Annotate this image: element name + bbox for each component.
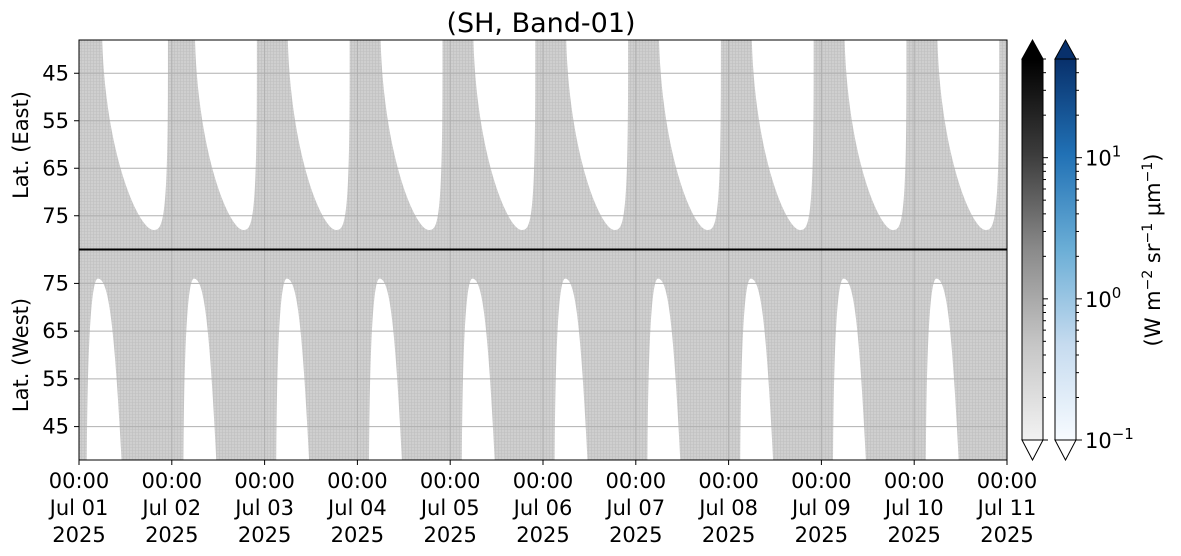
no-data-lobe-1 xyxy=(86,278,122,460)
x-tick-label: Jul 01 xyxy=(48,496,109,520)
x-tick-label: 00:00 xyxy=(142,469,203,493)
colorbar-tick-label: 10−1 xyxy=(1085,425,1134,453)
x-tick-label: 2025 xyxy=(980,523,1033,547)
colorbar-label: (W m−2 sr−1 μm−1) xyxy=(1140,154,1165,347)
panel-east: 45 55 65 75 xyxy=(42,39,1008,250)
x-tick-label: 2025 xyxy=(145,523,198,547)
x-tick-label: 00:00 xyxy=(698,469,759,493)
y-tick-label: 65 xyxy=(42,156,69,180)
no-data-lobe-4 xyxy=(380,40,443,230)
no-data-lobe-7 xyxy=(659,40,721,230)
gridlines xyxy=(79,250,1007,460)
colorbar-tick-label: 101 xyxy=(1085,143,1121,171)
x-tick-label: 2025 xyxy=(516,523,569,547)
y-tick-label: 75 xyxy=(42,271,69,295)
no-data-lobe-3 xyxy=(287,40,350,230)
x-tick-label: 00:00 xyxy=(327,469,388,493)
colorbar-blues-extend-min xyxy=(1054,439,1077,462)
x-tick-label: Jul 07 xyxy=(604,496,665,520)
x-tick-label: Jul 10 xyxy=(883,496,944,520)
no-data-lobe-9 xyxy=(833,278,866,460)
x-tick-label: 00:00 xyxy=(513,469,574,493)
x-tick-label: Jul 08 xyxy=(697,496,758,520)
chart-title: (SH, Band-01) xyxy=(446,8,635,39)
no-data-lobe-4 xyxy=(369,278,402,460)
no-data-lobe-5 xyxy=(473,40,536,230)
panel-frame xyxy=(78,39,1008,250)
no-data-lobe-6 xyxy=(554,278,588,460)
x-tick-label: 2025 xyxy=(887,523,940,547)
colorbar-gray-extend-min xyxy=(1021,439,1044,462)
x-tick-label: 00:00 xyxy=(234,469,295,493)
x-tick-label: 2025 xyxy=(423,523,476,547)
x-tick-label: 2025 xyxy=(331,523,384,547)
x-axis-ticks: 00:00 Jul 01 2025 00:00 Jul 02 2025 00:00 Jul 0… xyxy=(48,460,1038,547)
y-tick-label: 55 xyxy=(42,367,69,391)
y-tick-label: 55 xyxy=(42,109,69,133)
no-data-lobe-2 xyxy=(195,40,257,230)
colorbar-tick-label: 100 xyxy=(1085,284,1121,312)
x-tick-label: 2025 xyxy=(702,523,755,547)
east-y-axis-label: Lat. (East) xyxy=(9,91,33,199)
no-data-lobe-6 xyxy=(566,40,629,230)
x-tick-label: 00:00 xyxy=(420,469,481,493)
x-tick-label: 00:00 xyxy=(606,469,667,493)
panel-west: 45 55 65 75 xyxy=(42,249,1008,461)
no-data-lobe-2 xyxy=(183,278,217,460)
colorbar-gray-extend-max xyxy=(1021,38,1044,60)
colorbar-blues-body xyxy=(1054,58,1077,441)
west-y-axis-label: Lat. (West) xyxy=(9,298,33,412)
x-tick-label: 00:00 xyxy=(884,469,945,493)
y-tick-label: 45 xyxy=(42,415,69,439)
x-tick-label: Jul 06 xyxy=(512,496,573,520)
x-tick-label: 2025 xyxy=(795,523,848,547)
colorbar-blues: 10−1 100 101 xyxy=(1054,38,1134,462)
x-tick-label: Jul 02 xyxy=(140,496,201,520)
x-tick-label: Jul 04 xyxy=(326,496,387,520)
no-data-lobe-10 xyxy=(925,278,959,460)
y-tick-label: 75 xyxy=(42,204,69,228)
y-tick-label: 45 xyxy=(42,61,69,85)
x-tick-label: Jul 11 xyxy=(976,496,1037,520)
no-data-lobe-7 xyxy=(647,278,681,460)
no-data-lobe-3 xyxy=(276,278,310,460)
no-data-lobe-10 xyxy=(937,40,1000,230)
x-tick-label: 2025 xyxy=(609,523,662,547)
no-data-lobe-8 xyxy=(740,278,774,460)
x-tick-label: 00:00 xyxy=(977,469,1038,493)
x-tick-label: 00:00 xyxy=(791,469,852,493)
colorbar-gray-body xyxy=(1021,58,1044,441)
gridlines xyxy=(79,40,1007,249)
no-data-lobe-8 xyxy=(751,40,814,230)
no-data-lobe-9 xyxy=(844,40,907,230)
x-tick-label: Jul 05 xyxy=(419,496,480,520)
x-tick-label: Jul 03 xyxy=(233,496,294,520)
colorbar-gray xyxy=(1021,38,1048,462)
x-tick-label: 2025 xyxy=(238,523,291,547)
y-tick-label: 65 xyxy=(42,319,69,343)
x-tick-label: 00:00 xyxy=(49,469,110,493)
no-data-regions xyxy=(86,278,959,460)
x-tick-label: Jul 09 xyxy=(790,496,851,520)
x-tick-label: 2025 xyxy=(52,523,105,547)
no-data-regions xyxy=(102,40,1000,230)
colorbar-blues-extend-max xyxy=(1054,38,1077,60)
no-data-lobe-1 xyxy=(102,40,168,230)
no-data-lobe-5 xyxy=(461,278,495,460)
